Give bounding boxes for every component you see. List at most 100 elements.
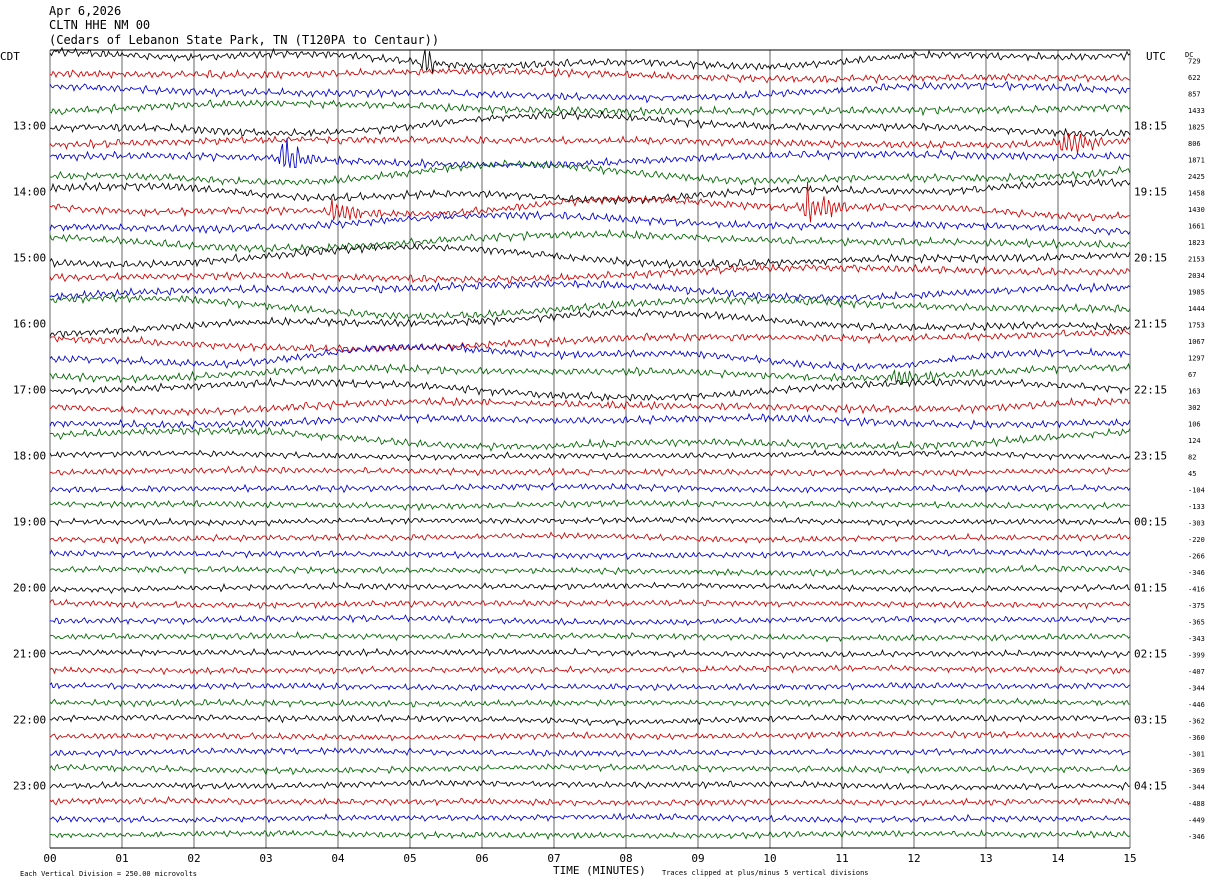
left-hour-label: 16:00 bbox=[13, 317, 46, 330]
dc-offset-label: 1297 bbox=[1188, 354, 1205, 362]
dc-label: DC bbox=[1185, 51, 1193, 59]
trace-line bbox=[49, 631, 1131, 643]
dc-offset-label: 1661 bbox=[1188, 222, 1205, 230]
trace-line bbox=[49, 66, 1131, 84]
trace-line bbox=[49, 396, 1131, 417]
dc-offset-label: 1444 bbox=[1188, 305, 1205, 313]
dc-offset-label: 45 bbox=[1188, 470, 1196, 478]
left-hour-label: 19:00 bbox=[13, 515, 46, 528]
dc-offset-label: 1067 bbox=[1188, 338, 1205, 346]
trace-line bbox=[49, 516, 1131, 528]
trace-line bbox=[49, 81, 1131, 104]
dc-offset-label: 1430 bbox=[1188, 206, 1205, 214]
dc-offset-label: -344 bbox=[1188, 783, 1205, 791]
right-hour-label: 23:15 bbox=[1134, 449, 1167, 462]
trace-line bbox=[49, 564, 1131, 577]
dc-offset-label: -344 bbox=[1188, 684, 1205, 692]
right-hour-label: 22:15 bbox=[1134, 383, 1167, 396]
dc-offset-label: -369 bbox=[1188, 767, 1205, 775]
trace-line bbox=[49, 465, 1131, 477]
trace-line bbox=[49, 138, 1131, 170]
dc-offset-label: -416 bbox=[1188, 585, 1205, 593]
x-tick-label: 05 bbox=[403, 852, 416, 865]
dc-offset-label: -446 bbox=[1188, 701, 1205, 709]
trace-line bbox=[49, 377, 1131, 402]
left-hour-label: 22:00 bbox=[13, 713, 46, 726]
x-tick-label: 03 bbox=[259, 852, 272, 865]
trace-line bbox=[49, 99, 1131, 117]
dc-offset-label: 622 bbox=[1188, 74, 1201, 82]
trace-line bbox=[49, 362, 1131, 385]
dc-offset-label: 124 bbox=[1188, 437, 1201, 445]
dc-offset-label: -399 bbox=[1188, 651, 1205, 659]
dc-offset-label: 2153 bbox=[1188, 255, 1205, 263]
trace-line bbox=[49, 697, 1131, 709]
trace-line bbox=[49, 292, 1131, 321]
dc-offset-label: -362 bbox=[1188, 717, 1205, 725]
trace-line bbox=[49, 829, 1131, 841]
x-axis-title: TIME (MINUTES) bbox=[553, 864, 646, 877]
trace-line bbox=[49, 46, 1131, 73]
trace-line bbox=[49, 531, 1131, 545]
trace-line bbox=[49, 779, 1131, 791]
dc-offset-label: -343 bbox=[1188, 635, 1205, 643]
scale-note: Each Vertical Division = 250.00 microvol… bbox=[20, 870, 197, 878]
dc-offset-label: 163 bbox=[1188, 387, 1201, 395]
trace-line bbox=[49, 210, 1131, 236]
right-hour-label: 19:15 bbox=[1134, 185, 1167, 198]
label-group: 00 01 02 03 04 05 06 07 08 09 10 11 12 13 14 15 729 622 85… bbox=[13, 57, 1205, 865]
trace-group bbox=[49, 46, 1131, 841]
dc-offset-label: 806 bbox=[1188, 140, 1201, 148]
trace-line bbox=[49, 681, 1131, 692]
right-hour-label: 18:15 bbox=[1134, 119, 1167, 132]
trace-line bbox=[49, 132, 1131, 154]
x-tick-label: 01 bbox=[115, 852, 128, 865]
dc-offset-label: -365 bbox=[1188, 618, 1205, 626]
dc-offset-label: 2425 bbox=[1188, 173, 1205, 181]
header-station: CLTN HHE NM 00 bbox=[49, 18, 151, 32]
trace-line bbox=[49, 795, 1131, 807]
minute-grid bbox=[49, 49, 1131, 849]
trace-line bbox=[49, 763, 1131, 776]
trace-line bbox=[49, 279, 1131, 303]
x-tick-label: 04 bbox=[331, 852, 345, 865]
trace-line bbox=[49, 647, 1131, 660]
dc-offset-label: -407 bbox=[1188, 668, 1205, 676]
dc-offset-label: -133 bbox=[1188, 503, 1205, 511]
trace-line bbox=[49, 308, 1131, 339]
left-hour-label: 21:00 bbox=[13, 647, 46, 660]
x-tick-label: 06 bbox=[475, 852, 488, 865]
left-hour-label: 23:00 bbox=[13, 779, 46, 792]
trace-line bbox=[49, 159, 1131, 187]
header-date: Apr 6,2026 bbox=[49, 4, 122, 18]
x-tick-label: 09 bbox=[691, 852, 704, 865]
dc-offset-label: 1753 bbox=[1188, 321, 1205, 329]
dc-offset-label: -375 bbox=[1188, 602, 1205, 610]
trace-line bbox=[49, 812, 1131, 824]
dc-offset-label: 1433 bbox=[1188, 107, 1205, 115]
x-tick-label: 02 bbox=[187, 852, 200, 865]
right-hour-label: 01:15 bbox=[1134, 581, 1167, 594]
right-hour-label: 02:15 bbox=[1134, 647, 1167, 660]
x-tick-label: 11 bbox=[835, 852, 848, 865]
trace-line bbox=[49, 581, 1131, 594]
dc-offset-label: 1985 bbox=[1188, 288, 1205, 296]
dc-offset-label: 106 bbox=[1188, 420, 1201, 428]
trace-line bbox=[49, 426, 1131, 452]
trace-line bbox=[49, 262, 1131, 285]
x-tick-label: 13 bbox=[979, 852, 992, 865]
left-hour-label: 17:00 bbox=[13, 383, 46, 396]
dc-offset-label: 857 bbox=[1188, 90, 1201, 98]
right-hour-label: 20:15 bbox=[1134, 251, 1167, 264]
dc-offset-label: -360 bbox=[1188, 734, 1205, 742]
dc-offset-label: 1458 bbox=[1188, 189, 1205, 197]
trace-line bbox=[49, 228, 1131, 254]
right-hour-label: 03:15 bbox=[1134, 713, 1167, 726]
dc-offset-label: -346 bbox=[1188, 569, 1205, 577]
dc-offset-label: 1823 bbox=[1188, 239, 1205, 247]
trace-line bbox=[49, 498, 1131, 512]
left-hour-label: 14:00 bbox=[13, 185, 46, 198]
trace-line bbox=[49, 181, 1131, 223]
dc-offset-label: 82 bbox=[1188, 453, 1196, 461]
trace-line bbox=[49, 614, 1131, 626]
